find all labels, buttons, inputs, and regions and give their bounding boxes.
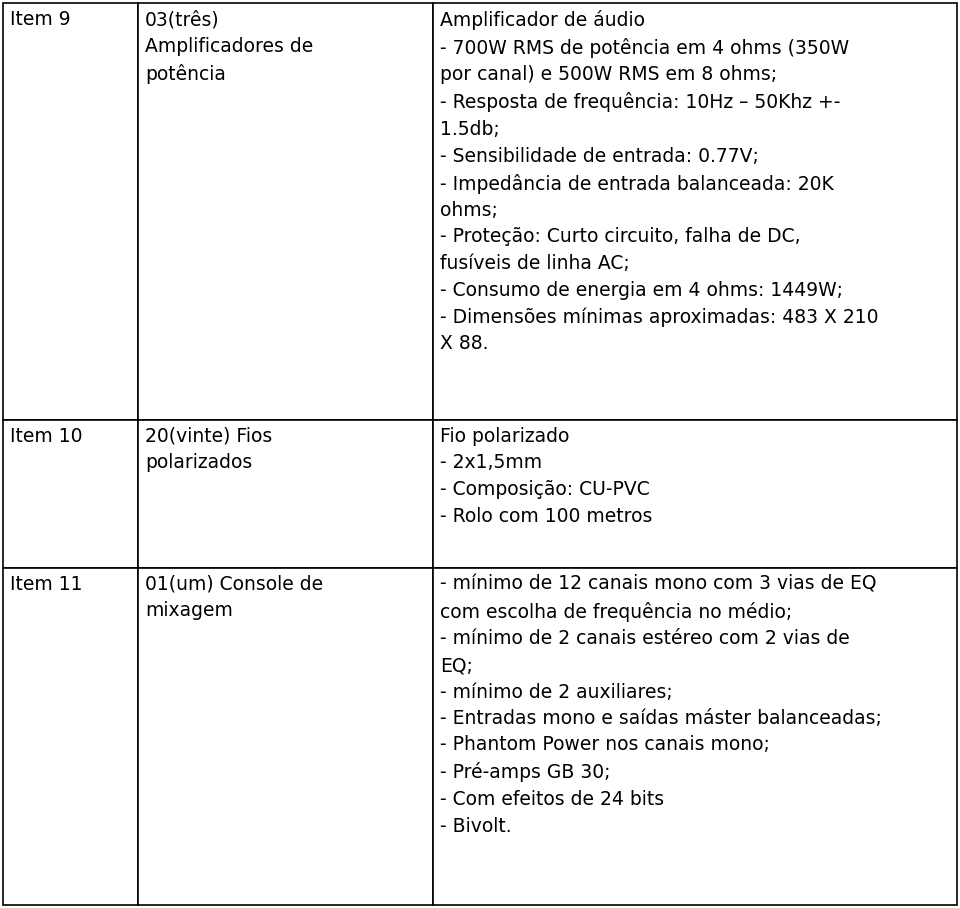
Bar [433,3,957,420]
Text: Item 9: Item 9 [10,10,71,29]
Bar [3,3,138,420]
Bar [138,420,433,568]
Bar [138,3,433,420]
Text: Item 11: Item 11 [10,575,83,594]
Text: 03(três)
Amplificadores de
potência: 03(três) Amplificadores de potência [145,10,313,84]
Text: Fio polarizado
- 2x1,5mm
- Composição: CU-PVC
- Rolo com 100 metros: Fio polarizado - 2x1,5mm - Composição: C… [440,427,653,526]
Bar [3,568,138,905]
Text: Item 10: Item 10 [10,427,83,446]
Text: Amplificador de áudio
- 700W RMS de potência em 4 ohms (350W
por canal) e 500W R: Amplificador de áudio - 700W RMS de potê… [440,10,878,353]
Bar [3,420,138,568]
Bar [138,568,433,905]
Bar [433,420,957,568]
Bar [433,568,957,905]
Text: 20(vinte) Fios
polarizados: 20(vinte) Fios polarizados [145,427,273,472]
Text: - mínimo de 12 canais mono com 3 vias de EQ
com escolha de frequência no médio;
: - mínimo de 12 canais mono com 3 vias de… [440,575,882,835]
Text: 01(um) Console de
mixagem: 01(um) Console de mixagem [145,575,324,620]
